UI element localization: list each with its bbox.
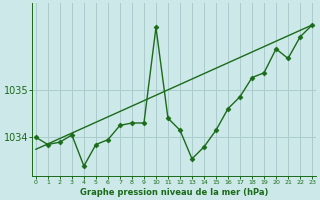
X-axis label: Graphe pression niveau de la mer (hPa): Graphe pression niveau de la mer (hPa) [80, 188, 268, 197]
